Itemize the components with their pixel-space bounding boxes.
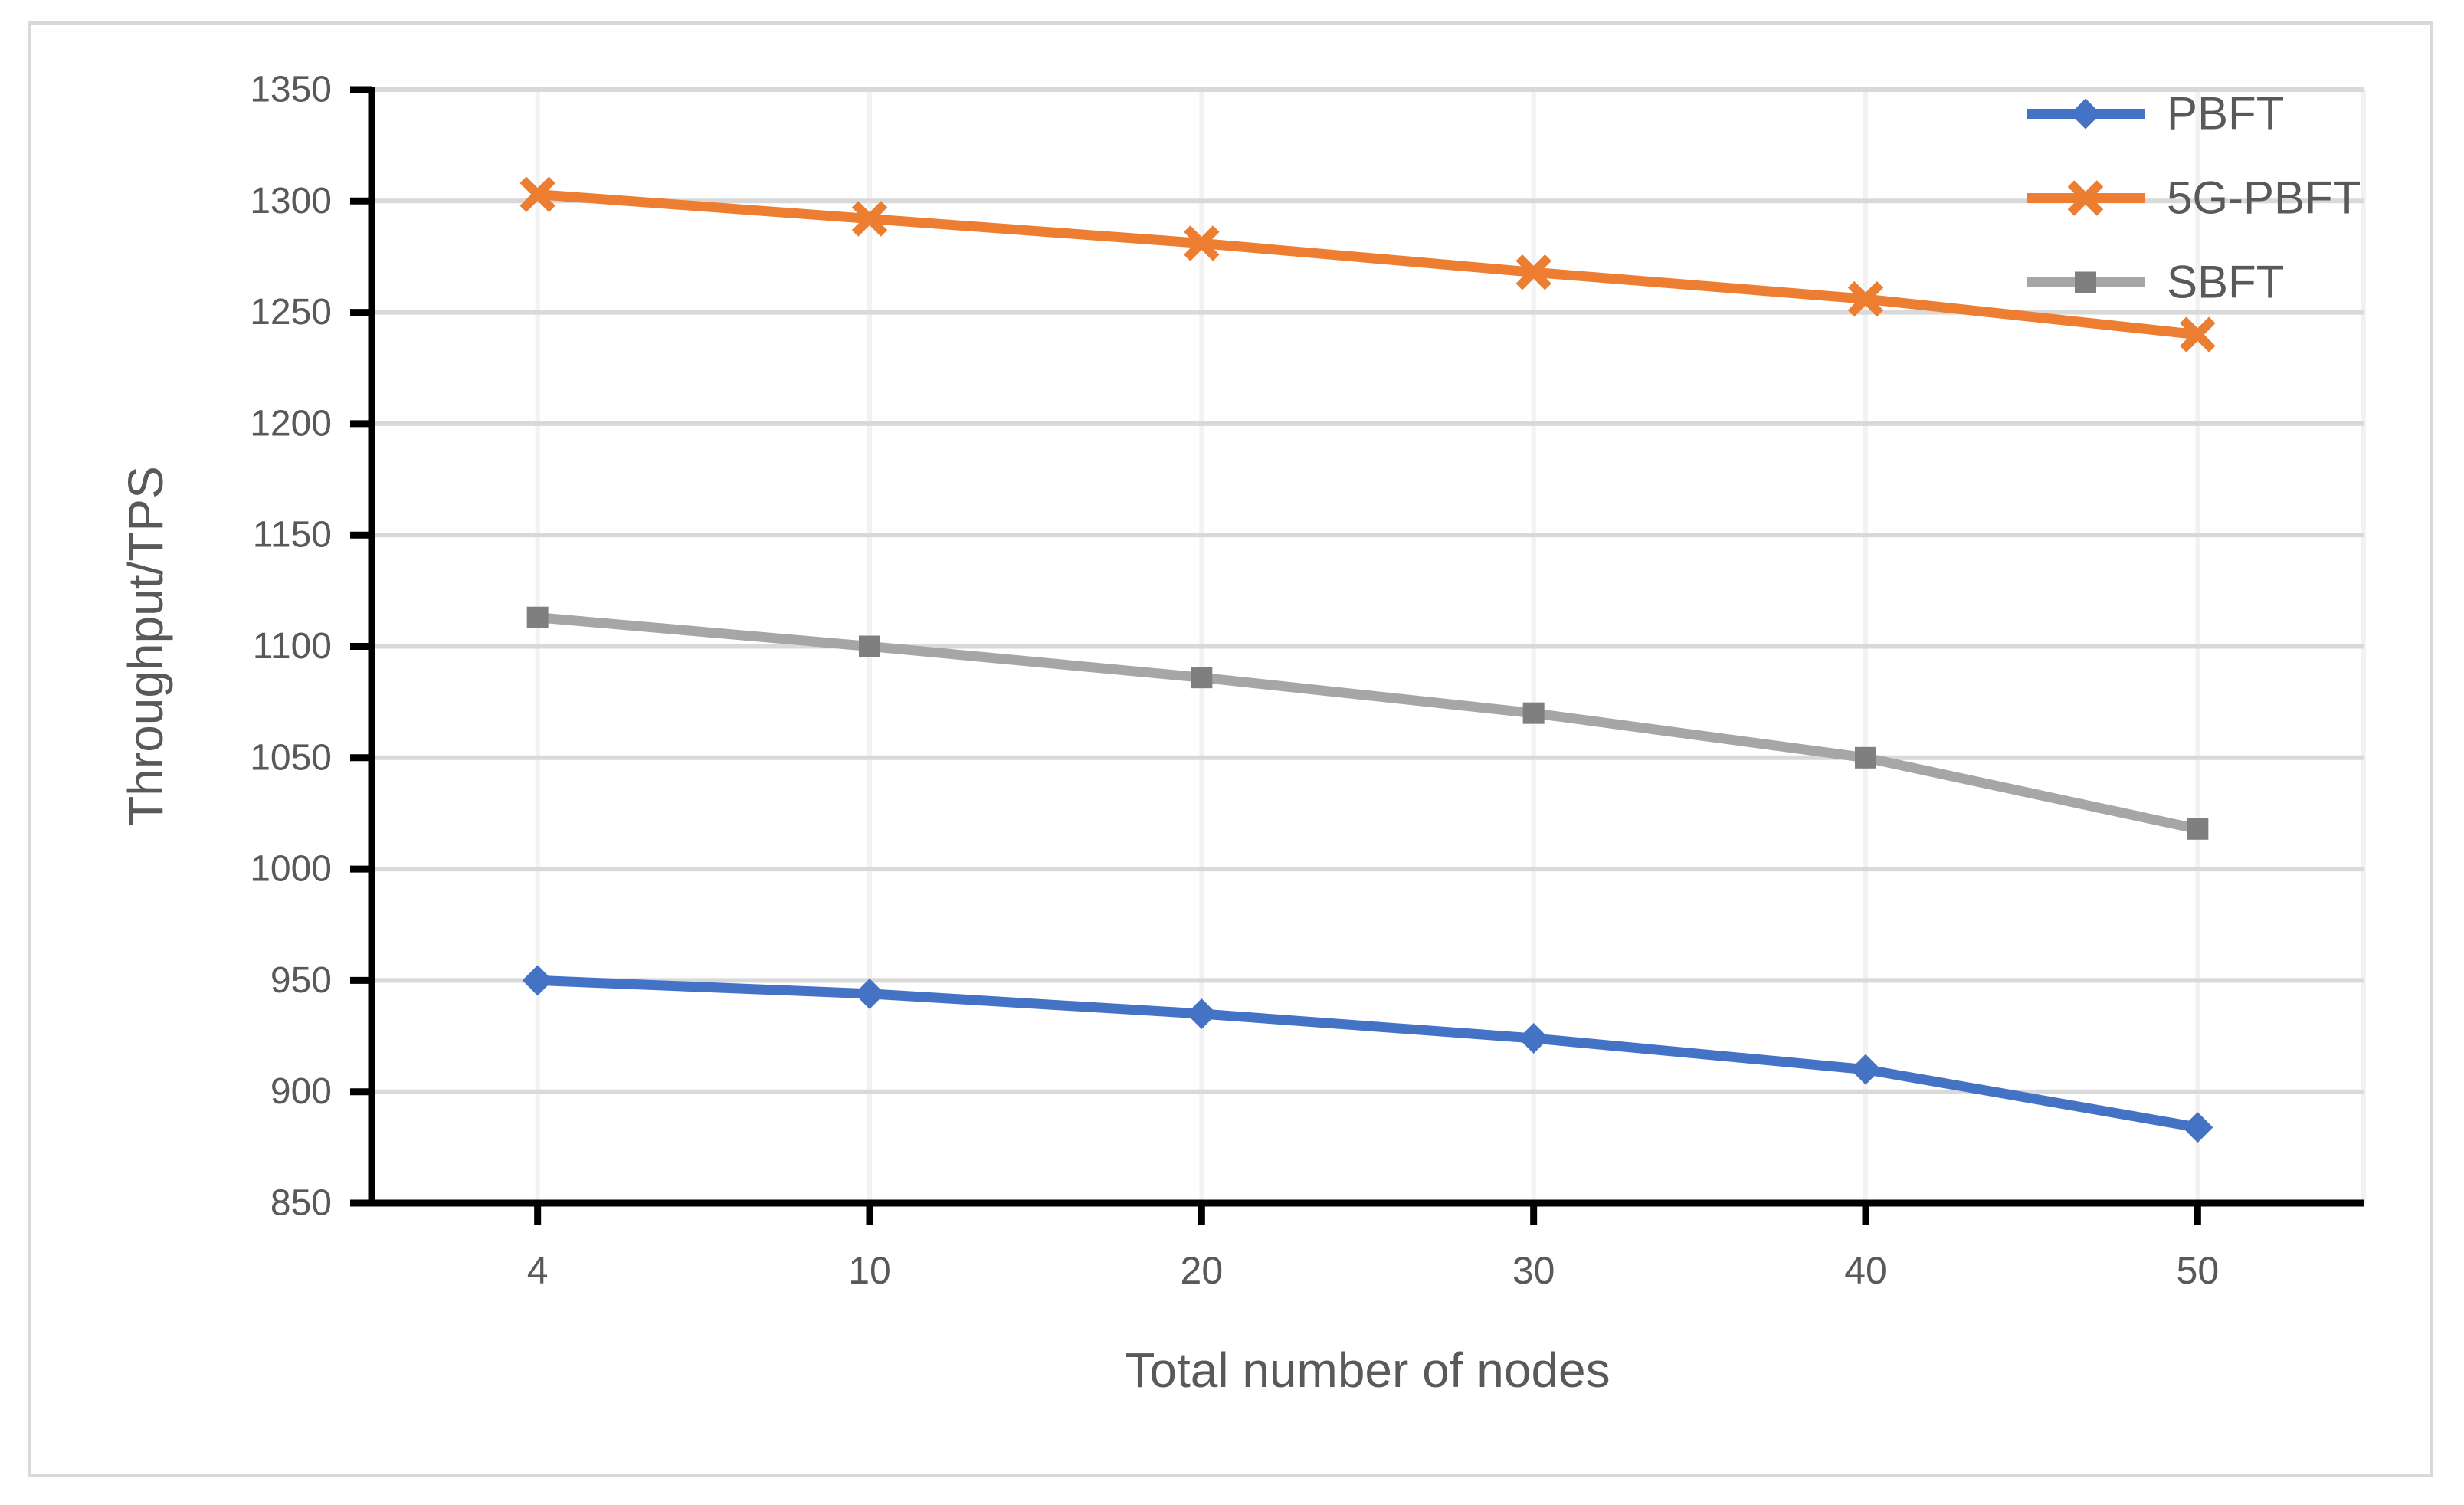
svg-text:50: 50: [2177, 1249, 2220, 1292]
svg-text:30: 30: [1512, 1249, 1555, 1292]
sbft-line-marker-icon: [2027, 271, 2145, 293]
legend-label-pbft: PBFT: [2167, 87, 2285, 139]
pbft-line-marker-icon: [2027, 98, 2145, 129]
svg-text:850: 850: [270, 1183, 332, 1224]
legend-entry-pbft: PBFT: [2023, 87, 2284, 140]
legend-entry-sbft: SBFT: [2023, 256, 2284, 309]
svg-text:1150: 1150: [253, 515, 332, 556]
svg-text:4: 4: [527, 1249, 549, 1292]
legend-entry-5g-pbft: 5G-PBFT: [2023, 172, 2361, 225]
svg-text:40: 40: [1844, 1249, 1887, 1292]
legend-label-5g-pbft: 5G-PBFT: [2167, 172, 2361, 224]
y-axis-title: Throughput/TPS: [118, 466, 173, 826]
svg-text:20: 20: [1181, 1249, 1224, 1292]
svg-text:900: 900: [270, 1071, 332, 1112]
svg-text:1300: 1300: [250, 181, 332, 221]
svg-text:10: 10: [848, 1249, 891, 1292]
svg-text:1100: 1100: [253, 626, 332, 667]
svg-text:1000: 1000: [250, 849, 332, 890]
5g-pbft-line-marker-icon: [2027, 179, 2145, 216]
svg-text:1250: 1250: [250, 292, 332, 333]
svg-text:1350: 1350: [250, 70, 332, 110]
x-axis-title: Total number of nodes: [1125, 1343, 1610, 1398]
svg-text:1200: 1200: [250, 403, 332, 444]
legend-label-sbft: SBFT: [2167, 256, 2285, 308]
svg-text:950: 950: [270, 960, 332, 1001]
svg-text:1050: 1050: [250, 737, 332, 778]
figure-border: [28, 21, 2433, 1477]
